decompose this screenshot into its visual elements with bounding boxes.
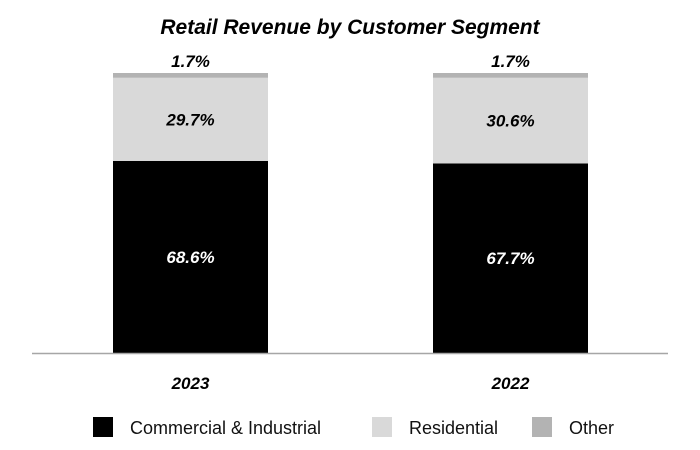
data-label-2022-other: 1.7% (491, 52, 530, 71)
category-labels: 2023 2022 (171, 374, 530, 393)
bar-2022-other (433, 73, 588, 78)
chart-title: Retail Revenue by Customer Segment (160, 16, 540, 39)
legend-swatch-commercial-industrial (93, 417, 113, 437)
legend-label-other: Other (569, 418, 614, 438)
x-tick-label-2022: 2022 (491, 374, 530, 393)
data-label-2023-other: 1.7% (171, 52, 210, 71)
bar-2022-commercial-industrial (433, 163, 588, 353)
legend: Commercial & Industrial Residential Other (93, 417, 614, 438)
data-label-2023-commercial-industrial: 68.6% (166, 248, 214, 267)
legend-label-residential: Residential (409, 418, 498, 438)
x-tick-label-2023: 2023 (171, 374, 210, 393)
data-label-2023-residential: 29.7% (165, 110, 214, 129)
data-label-2022-residential: 30.6% (486, 112, 534, 131)
legend-swatch-other (532, 417, 552, 437)
bar-2023-other (113, 73, 268, 78)
data-label-2022-commercial-industrial: 67.7% (486, 249, 534, 268)
legend-label-commercial-industrial: Commercial & Industrial (130, 418, 321, 438)
legend-swatch-residential (372, 417, 392, 437)
bar-2023-commercial-industrial (113, 160, 268, 353)
bar-2022-residential (433, 77, 588, 164)
bar-group: 68.6% 29.7% 1.7% 67.7% 30.6% 1.7% (113, 52, 588, 353)
bar-2023-residential (113, 77, 268, 161)
